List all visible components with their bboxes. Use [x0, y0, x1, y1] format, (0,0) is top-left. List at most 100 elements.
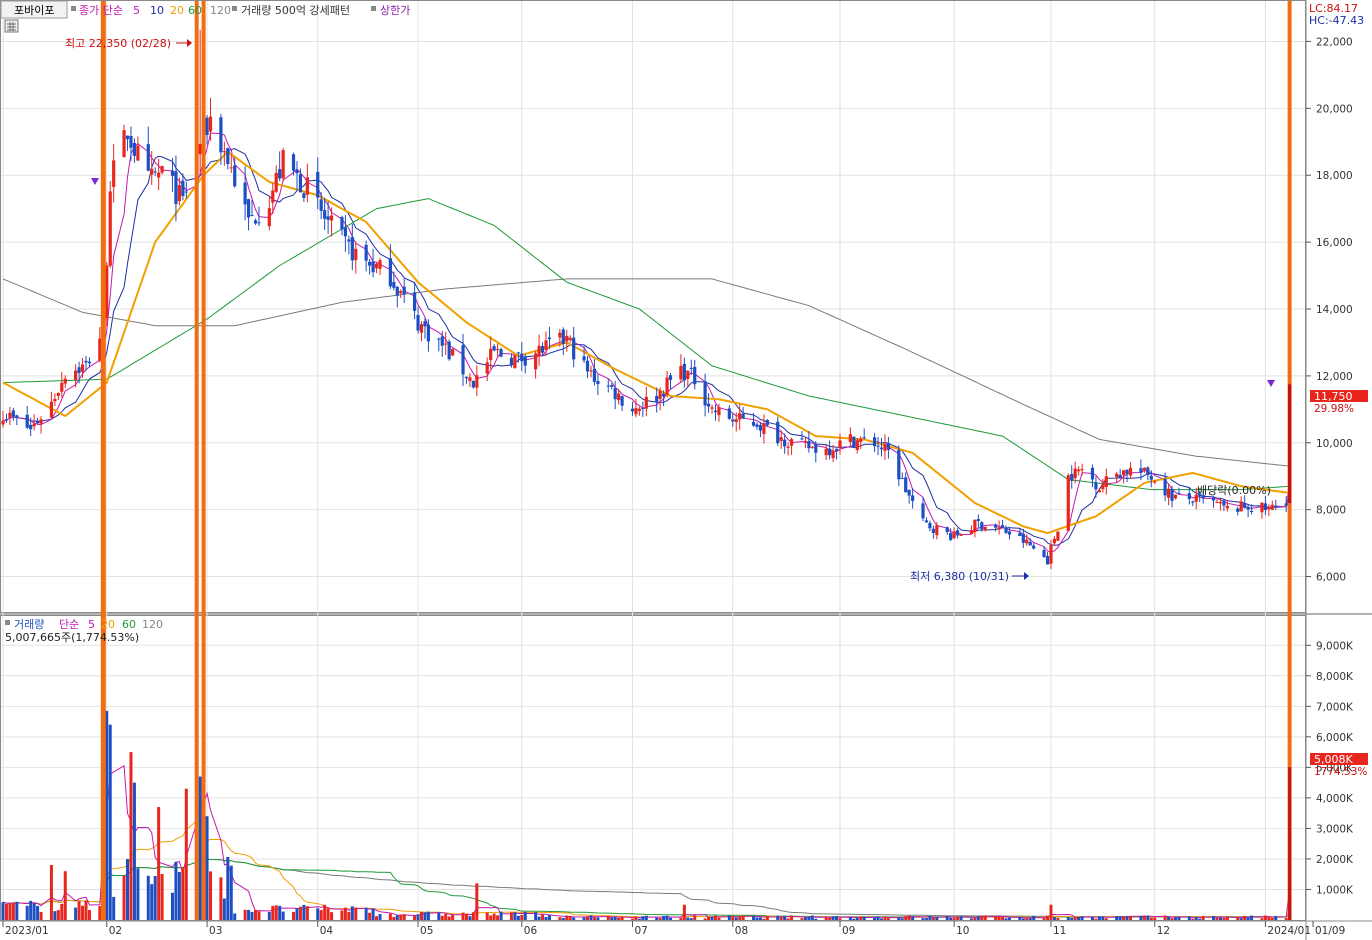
volume-current: 5,007,665주(1,774.53%)	[5, 631, 139, 644]
candle-body	[451, 349, 455, 356]
volume-bar	[630, 918, 634, 920]
volume-bar	[762, 918, 766, 920]
candle-body	[751, 421, 756, 426]
candle-body	[765, 419, 769, 426]
price-tick-label: 6,000	[1316, 572, 1346, 584]
candle-body	[803, 440, 808, 442]
volume-bar	[1149, 917, 1153, 920]
volume-bar	[419, 911, 423, 920]
candle-body	[1122, 470, 1126, 476]
volume-bar	[592, 917, 596, 920]
candle-body	[1170, 488, 1174, 501]
volume-bar	[620, 916, 624, 920]
grid-toggle-button[interactable]	[4, 19, 19, 33]
volume-ma60-label: 60	[122, 618, 136, 631]
volume-bar	[1101, 916, 1105, 920]
candle-body	[281, 150, 285, 179]
volume-bar	[741, 915, 745, 920]
candle-body	[1070, 474, 1074, 481]
volume-bar	[485, 912, 489, 920]
candle-body	[1246, 507, 1250, 510]
candle-body	[620, 396, 624, 406]
candle-body	[374, 263, 379, 269]
volume-bar	[160, 873, 164, 920]
current-price: 11,750	[1314, 390, 1353, 403]
candle-body	[1288, 384, 1292, 503]
candle-body	[257, 222, 261, 224]
volume-bar	[243, 909, 247, 920]
volume-bar	[1021, 918, 1025, 920]
candle-body	[883, 443, 887, 451]
candle-body	[810, 446, 814, 448]
candle-body	[378, 260, 382, 269]
volume-bar	[1118, 916, 1122, 920]
low-annotation: 최저 6,380 (10/31)	[910, 570, 1009, 583]
volume-bar	[1191, 918, 1195, 920]
volume-bar	[596, 917, 600, 920]
volume-panel	[0, 615, 1306, 921]
current-price-tag	[1310, 390, 1368, 402]
candle-body	[592, 368, 597, 382]
candle-body	[56, 392, 60, 396]
candle-body	[174, 171, 178, 205]
candle-body	[540, 346, 545, 353]
candle-body	[402, 286, 406, 295]
volume-bar	[617, 917, 621, 920]
volume-bar	[416, 914, 420, 920]
candle-body	[136, 145, 140, 161]
volume-bar	[655, 917, 659, 920]
time-axis-ticks: 2023/01 02 03 04 05 06 07 08 09 10 11 12 2024/01 01/0…	[2, 921, 1345, 937]
volume-bar	[1263, 915, 1267, 920]
candle-body	[1025, 539, 1029, 544]
candle-body	[983, 526, 987, 531]
candle-body	[343, 227, 348, 237]
candle-body	[762, 423, 766, 434]
volume-bar	[475, 883, 479, 920]
candle-body	[655, 395, 659, 403]
volume-bar	[852, 918, 856, 920]
volume-legend: 거래량 단순 5 20 60 120 5,007,665주(1,774.53%)	[5, 618, 163, 644]
volume-bar	[399, 914, 403, 920]
candle-body	[959, 534, 963, 536]
volume-bar	[132, 782, 136, 920]
candle-body	[755, 424, 759, 427]
volume-bar	[586, 916, 590, 920]
volume-bar	[1288, 767, 1292, 920]
volume-bar	[904, 916, 908, 920]
volume-bar	[783, 916, 787, 920]
candle-body	[738, 413, 742, 420]
volume-bar	[1004, 918, 1008, 920]
volume-bar	[876, 916, 880, 920]
candle-body	[952, 531, 956, 539]
candle-body	[246, 199, 251, 218]
volume-bar	[520, 915, 524, 920]
price-change: 29.98%	[1314, 403, 1354, 415]
stock-name-button[interactable]	[0, 0, 68, 19]
candle-body	[302, 193, 306, 198]
candle-body	[316, 171, 320, 198]
volume-bar	[1056, 917, 1060, 920]
candle-body	[1101, 484, 1105, 490]
volume-bar	[848, 917, 852, 920]
volume-bar	[257, 911, 261, 920]
volume-bar	[973, 917, 977, 920]
candle-body	[471, 380, 475, 388]
volume-bar	[8, 903, 12, 920]
candle-body	[468, 377, 472, 382]
volume-tick-label: 5,000K	[1316, 762, 1354, 774]
volume-bar	[1, 902, 5, 920]
volume-bar	[734, 917, 738, 920]
candle-body	[153, 171, 157, 173]
volume-bar	[634, 916, 638, 920]
volume-bar	[15, 901, 19, 920]
volume-ma-type: 단순	[59, 618, 79, 631]
volume-bar	[931, 917, 935, 920]
candle-body	[25, 414, 29, 428]
volume-bar	[1142, 915, 1146, 920]
volume-bar	[765, 915, 769, 920]
time-tick-label: 09	[842, 925, 855, 937]
candle-body	[222, 151, 226, 153]
volume-bar	[1170, 918, 1174, 920]
candle-body	[4, 419, 9, 421]
volume-bar	[174, 861, 178, 920]
